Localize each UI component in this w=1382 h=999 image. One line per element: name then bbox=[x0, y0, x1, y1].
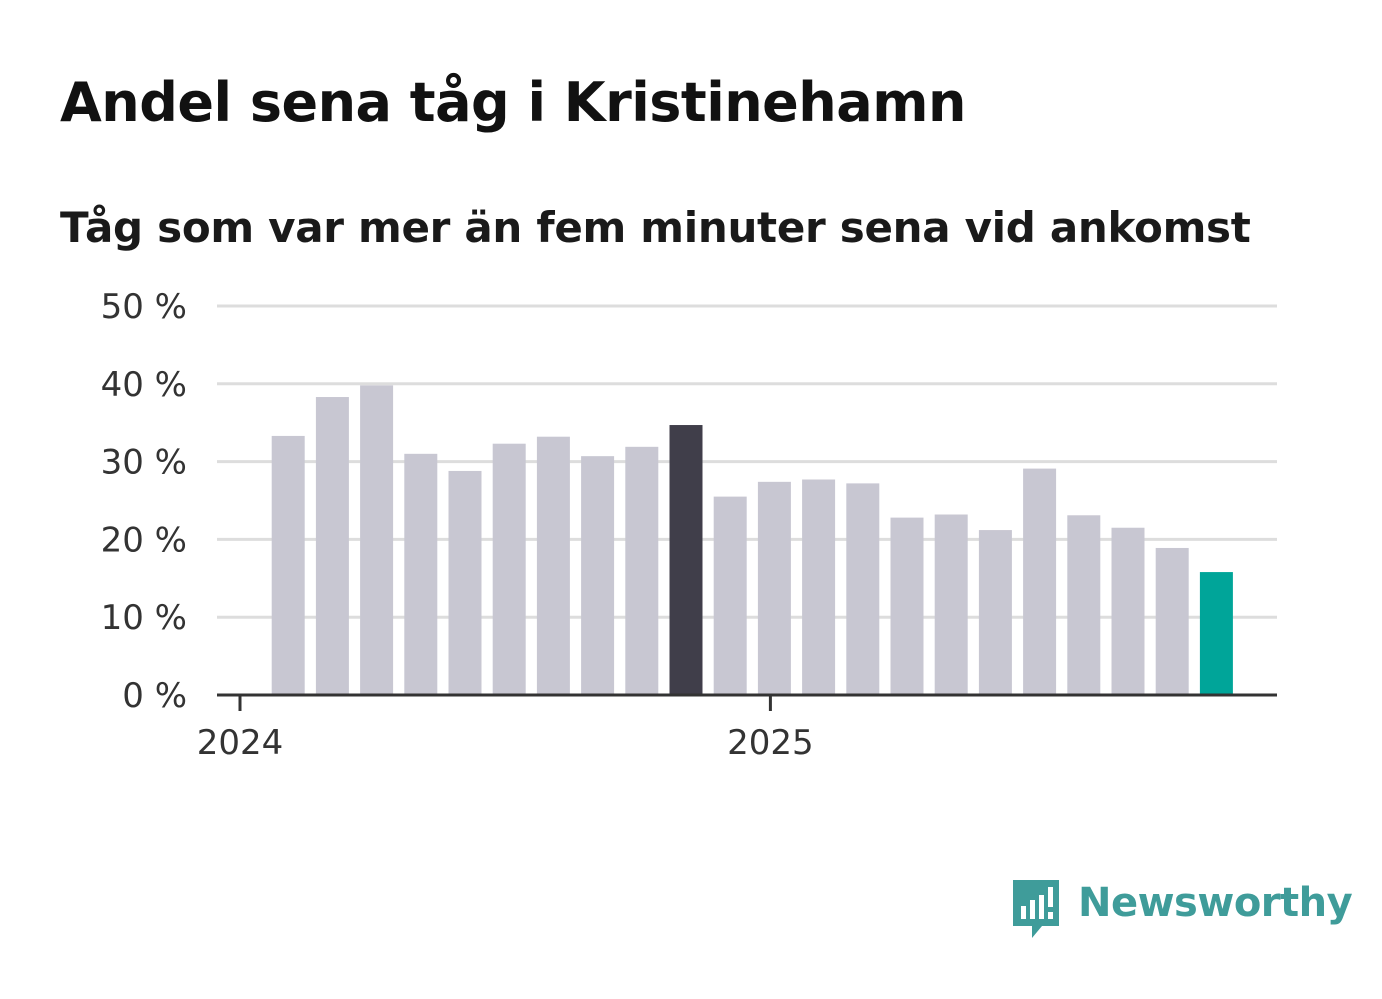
bar-2025-05 bbox=[934, 514, 968, 695]
x-tick-label: 2024 bbox=[197, 723, 284, 763]
newsworthy-logo-icon bbox=[1013, 880, 1059, 938]
bar-2025-02 bbox=[802, 479, 836, 695]
bar-2025-09 bbox=[1111, 527, 1145, 695]
chart-subtitle: Tåg som var mer än fem minuter sena vid … bbox=[60, 203, 1251, 252]
bar-chart: 0 % 10 % 20 % 30 % 40 % 50 % 2024 2025 bbox=[101, 287, 1277, 763]
logo-text: Newsworthy bbox=[1078, 880, 1353, 926]
bar-2024-12 bbox=[713, 496, 747, 695]
tick-labels: 0 % 10 % 20 % 30 % 40 % 50 % 2024 2025 bbox=[101, 287, 814, 763]
bar-2024-04 bbox=[360, 385, 394, 695]
bar-2024-07 bbox=[492, 443, 526, 695]
bar-2024-11 bbox=[669, 425, 703, 695]
x-tick-label: 2025 bbox=[727, 723, 814, 763]
bar-2024-08 bbox=[536, 436, 570, 695]
bar-2024-09 bbox=[581, 456, 615, 695]
axes bbox=[217, 693, 1277, 711]
bar-2024-05 bbox=[404, 453, 438, 695]
bar-2025-08 bbox=[1067, 515, 1101, 695]
newsworthy-logo: Newsworthy bbox=[1010, 876, 1353, 942]
bar-2025-11 bbox=[1199, 572, 1233, 695]
y-tick-label: 30 % bbox=[101, 443, 187, 483]
bars bbox=[271, 385, 1233, 695]
bar-2025-10 bbox=[1155, 547, 1189, 695]
chart-title: Andel sena tåg i Kristinehamn bbox=[60, 71, 966, 134]
bar-2024-06 bbox=[448, 470, 482, 695]
y-tick-label: 20 % bbox=[101, 520, 187, 560]
bar-2024-10 bbox=[625, 446, 659, 695]
bar-2025-04 bbox=[890, 517, 924, 695]
bar-2025-07 bbox=[1023, 468, 1057, 695]
grid-lines bbox=[217, 304, 1277, 619]
y-tick-label: 40 % bbox=[101, 365, 187, 405]
bar-2025-03 bbox=[846, 483, 880, 695]
y-tick-label: 10 % bbox=[101, 598, 187, 638]
y-tick-label: 0 % bbox=[122, 676, 187, 716]
bar-2024-02 bbox=[271, 435, 305, 695]
bar-2025-01 bbox=[757, 481, 791, 695]
bar-2025-06 bbox=[978, 530, 1012, 695]
y-tick-label: 50 % bbox=[101, 287, 187, 327]
bar-2024-03 bbox=[315, 397, 349, 695]
